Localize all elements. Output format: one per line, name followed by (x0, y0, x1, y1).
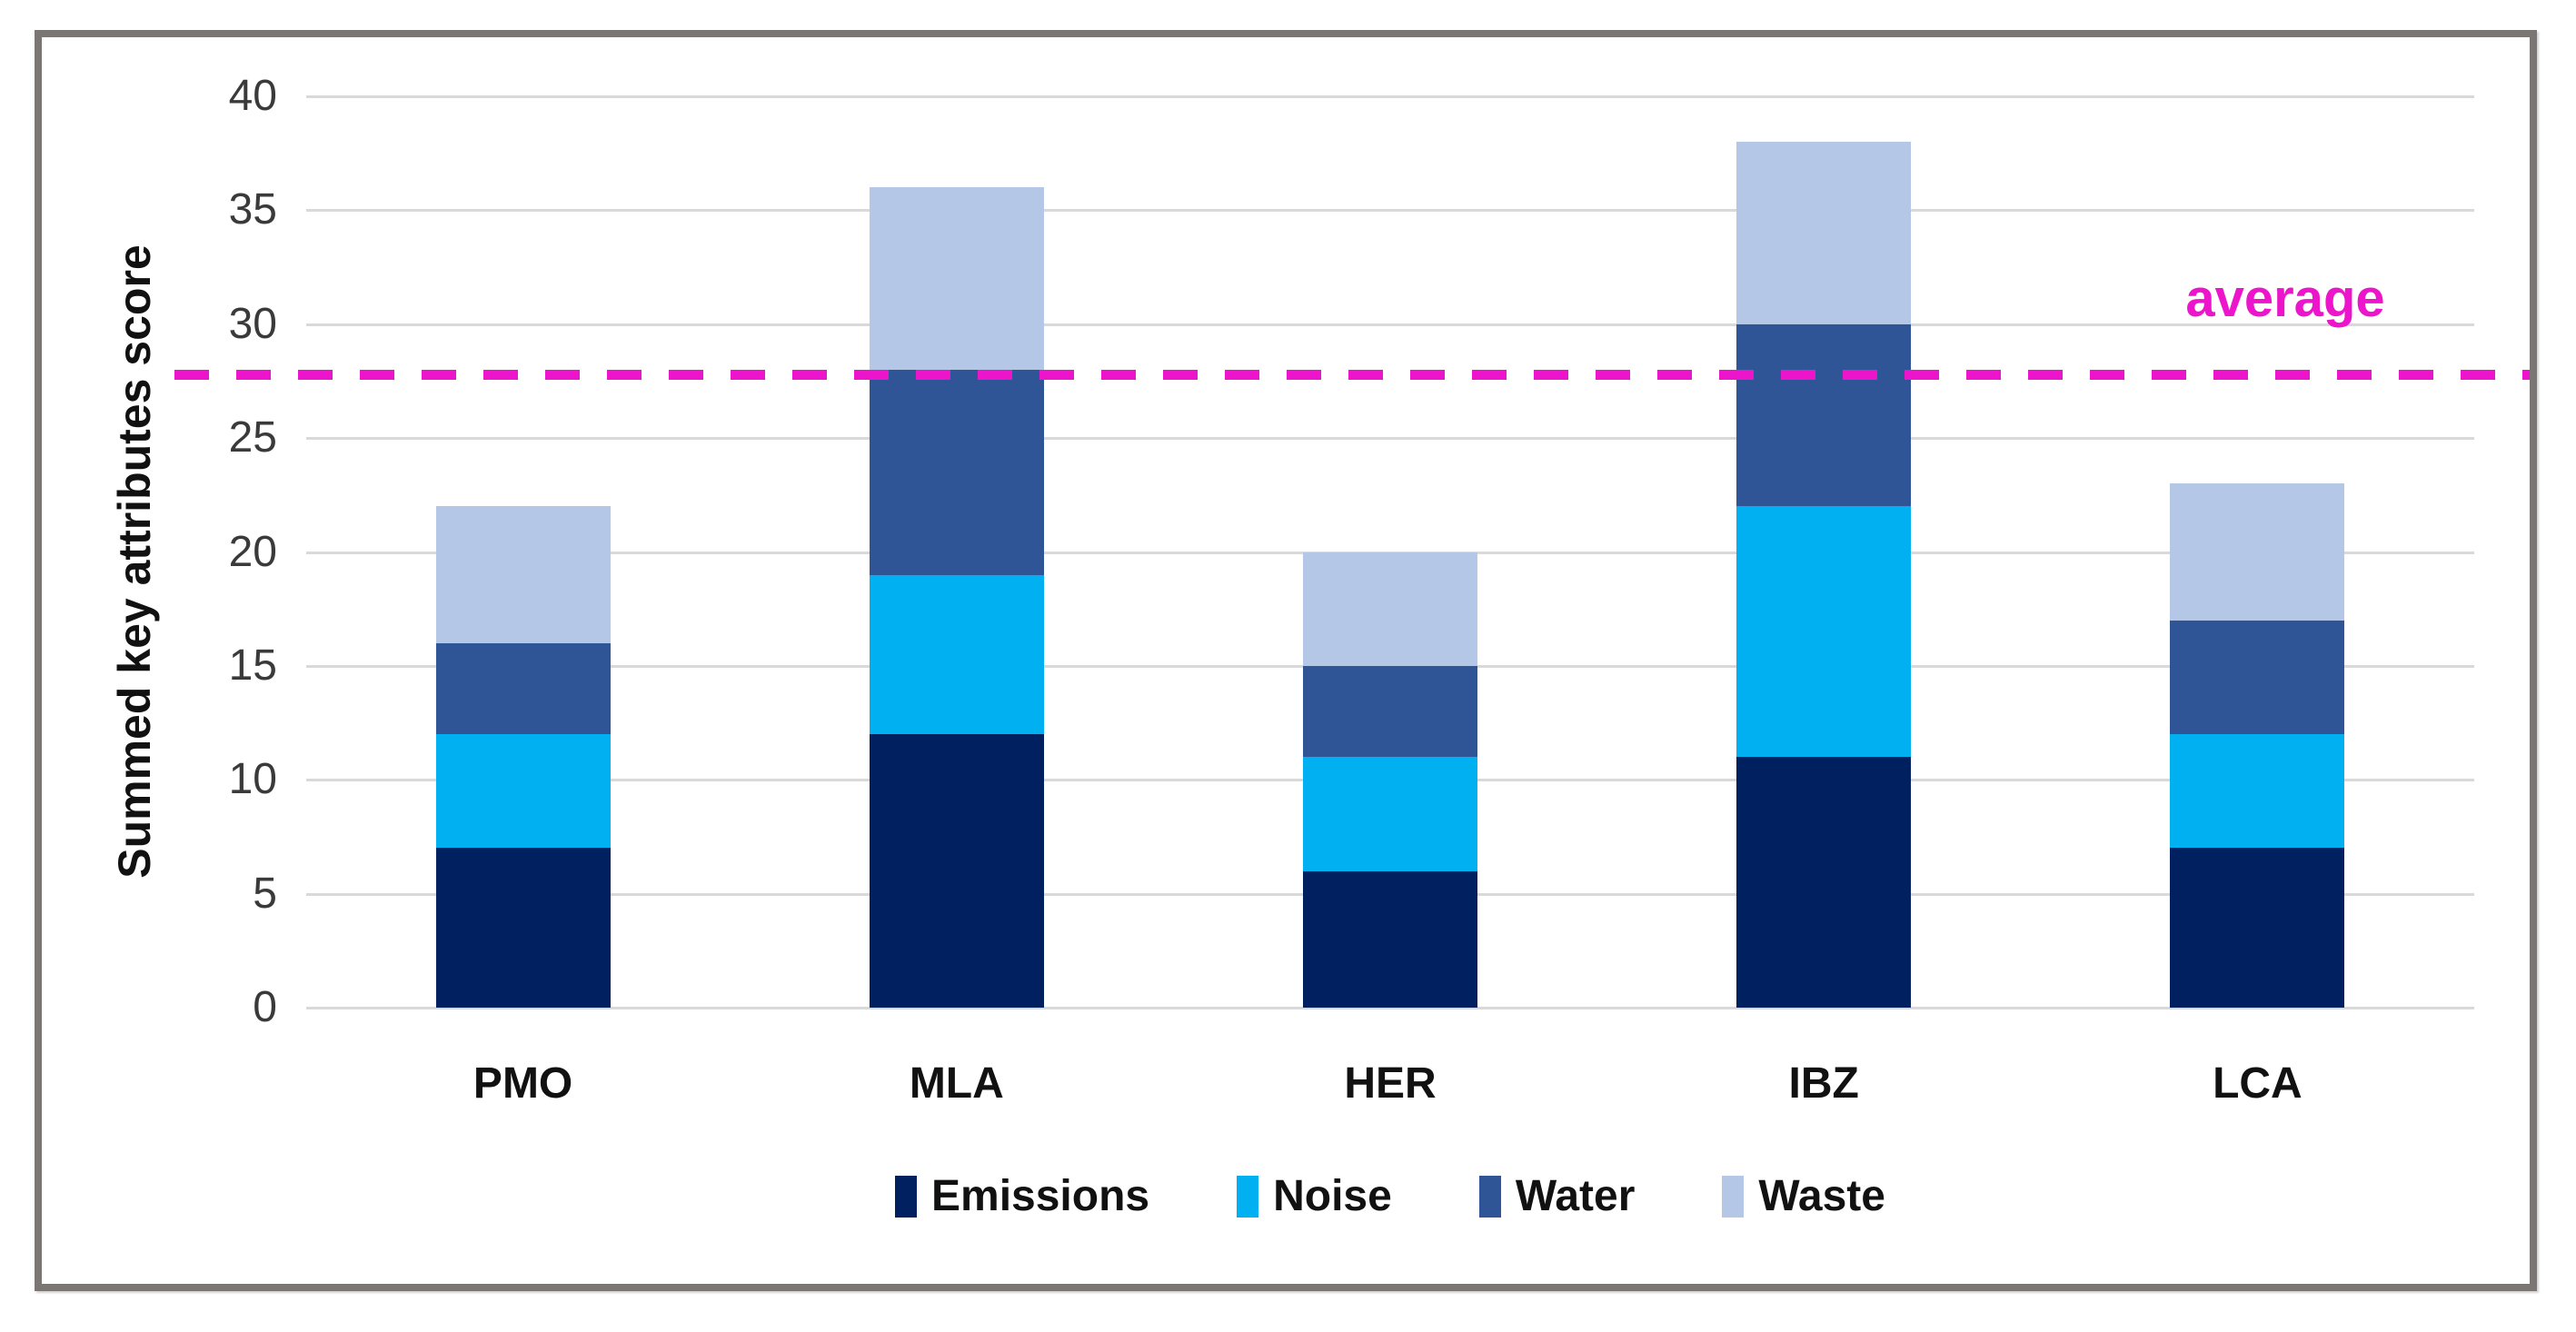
bar-segment-emissions-lca (2170, 848, 2345, 1008)
gridline (306, 323, 2474, 326)
y-tick-label: 20 (228, 527, 277, 576)
legend-swatch-waste (1722, 1176, 1745, 1218)
bar-stack-her (1303, 96, 1477, 1008)
bar-stack-lca (2170, 96, 2345, 1008)
gridline (306, 95, 2474, 98)
legend-item-noise: Noise (1237, 1175, 1392, 1218)
bar-segment-waste-ibz (1736, 142, 1912, 324)
category-label-ibz: IBZ (1788, 1059, 1859, 1108)
legend-swatch-water (1478, 1176, 1501, 1218)
average-line-label: average (2185, 269, 2385, 328)
y-tick-label: 10 (228, 755, 277, 804)
average-reference-line (174, 369, 2530, 380)
gridline (306, 1007, 2474, 1009)
legend-label-emissions: Emissions (931, 1172, 1150, 1220)
bar-segment-noise-ibz (1736, 506, 1912, 758)
y-tick-label: 0 (253, 983, 277, 1031)
legend-swatch-emissions (895, 1176, 917, 1218)
bar-segment-noise-pmo (435, 734, 611, 849)
legend: Emissions Noise Water Waste (306, 1165, 2474, 1228)
bar-segment-noise-her (1303, 757, 1477, 871)
bar-segment-water-lca (2170, 620, 2345, 735)
legend-item-waste: Waste (1722, 1175, 1885, 1218)
y-tick-label: 35 (228, 185, 277, 234)
y-tick-label: 40 (228, 72, 277, 120)
bar-segment-water-pmo (435, 642, 611, 735)
bar-segment-emissions-ibz (1736, 757, 1912, 1008)
bar-segment-waste-mla (869, 187, 1044, 370)
bar-segment-emissions-pmo (435, 848, 611, 1008)
gridline (306, 437, 2474, 441)
bar-segment-emissions-her (1303, 870, 1477, 1008)
y-tick-label: 25 (228, 413, 277, 462)
bar-segment-water-ibz (1736, 323, 1912, 507)
bar-segment-waste-lca (2170, 483, 2345, 621)
legend-item-emissions: Emissions (895, 1175, 1149, 1218)
bar-segment-noise-mla (869, 574, 1044, 735)
bar-segment-water-her (1303, 665, 1477, 758)
legend-label-noise: Noise (1273, 1172, 1392, 1220)
category-label-her: HER (1344, 1059, 1437, 1108)
bar-segment-emissions-mla (869, 734, 1044, 1008)
bar-stack-mla (869, 96, 1044, 1008)
bar-segment-waste-her (1303, 552, 1477, 666)
bar-segment-noise-lca (2170, 734, 2345, 849)
category-label-pmo: PMO (472, 1059, 573, 1108)
category-label-lca: LCA (2213, 1059, 2302, 1108)
legend-label-water: Water (1515, 1172, 1636, 1220)
legend-label-waste: Waste (1758, 1172, 1885, 1220)
legend-item-water: Water (1478, 1172, 1636, 1220)
y-tick-label: 30 (228, 299, 277, 348)
bar-stack-pmo (435, 96, 611, 1008)
y-tick-label: 15 (228, 641, 277, 690)
gridline (306, 209, 2474, 213)
bar-segment-water-mla (869, 369, 1044, 575)
y-tick-label: 5 (253, 869, 277, 918)
bar-segment-waste-pmo (435, 506, 611, 643)
category-label-mla: MLA (909, 1059, 1004, 1108)
legend-swatch-noise (1237, 1176, 1259, 1218)
bar-stack-ibz (1736, 96, 1912, 1008)
